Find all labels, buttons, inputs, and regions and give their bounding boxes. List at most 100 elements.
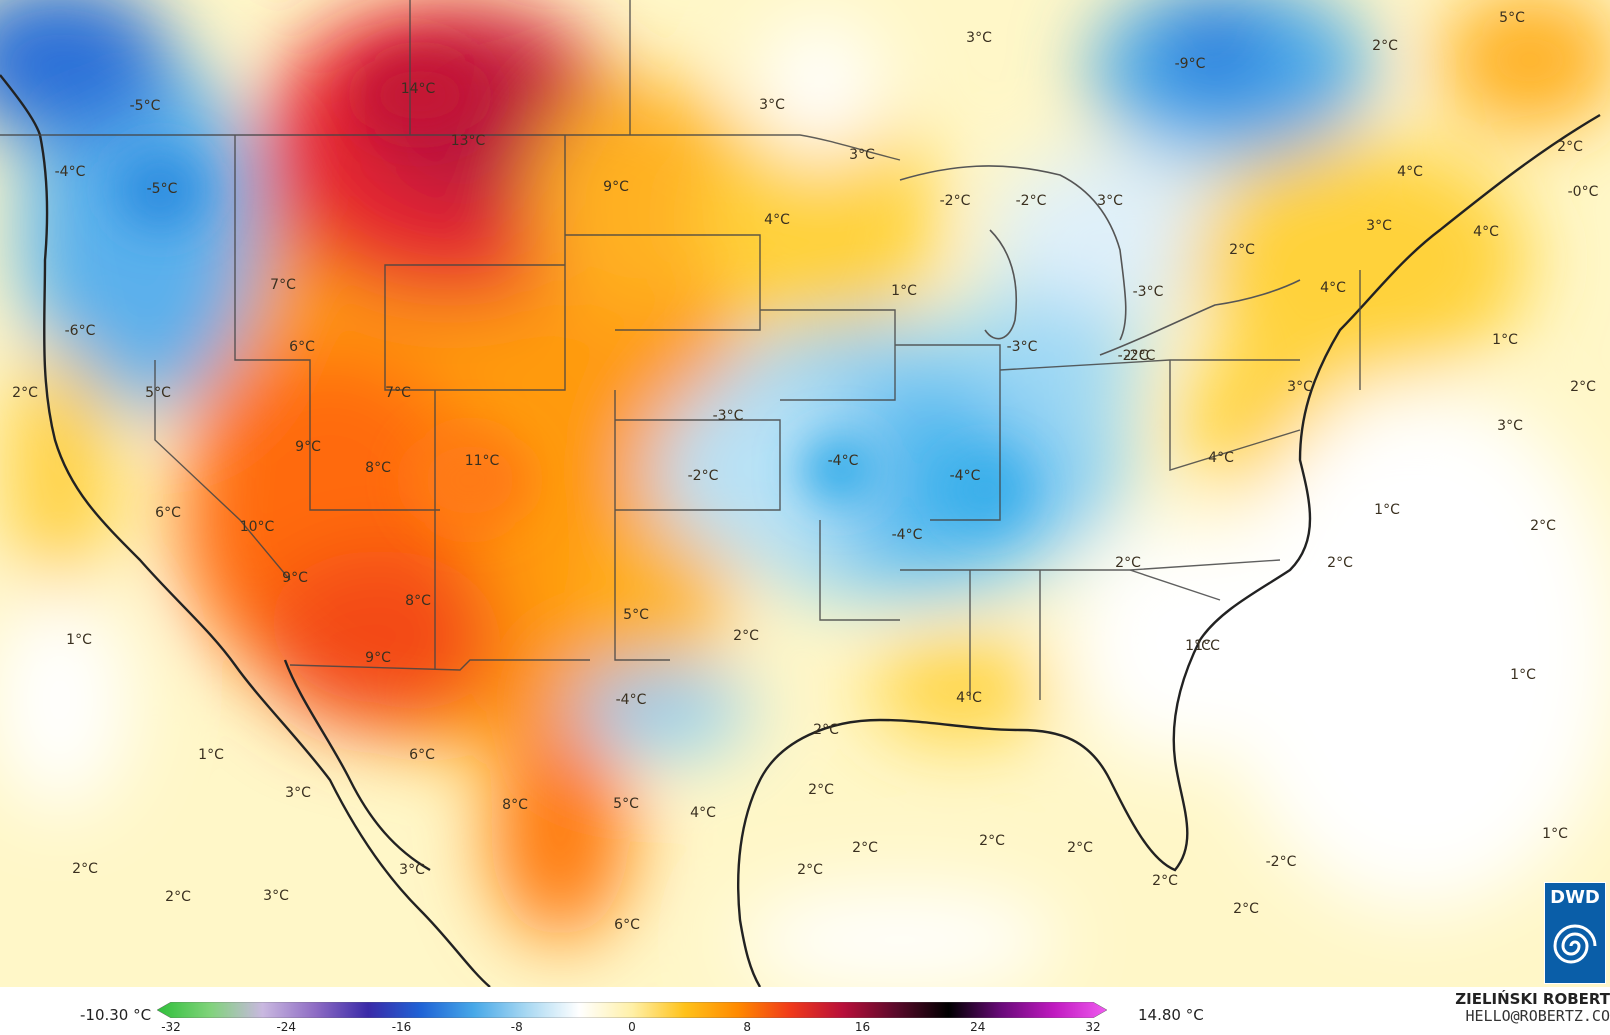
great-lakes <box>899 165 1301 356</box>
temperature-label: 2°C <box>1557 139 1583 155</box>
temperature-label: 1°C <box>1492 332 1518 348</box>
temperature-label: -3°C <box>1007 339 1038 355</box>
temperature-label: 2°C <box>12 385 38 401</box>
temperature-label: 3°C <box>966 30 992 46</box>
temperature-label: -3°C <box>1133 284 1164 300</box>
temperature-label: 8°C <box>365 460 391 476</box>
temperature-label: -6°C <box>65 323 96 339</box>
temperature-label: 2°C <box>1570 379 1596 395</box>
temperature-label: 2°C <box>1067 840 1093 856</box>
temperature-labels: 14°C 13°C 9°C 7°C 6°C 5°C -5°C -4°C -6°C 2°C -5°C 7… <box>12 10 1598 933</box>
temperature-label: 10°C <box>240 519 275 535</box>
temperature-label: 4°C <box>764 212 790 228</box>
scale-tick-label: -32 <box>161 1020 181 1034</box>
temperature-label: -0°C <box>1568 184 1599 200</box>
temperature-label: 3°C <box>399 862 425 878</box>
temperature-label: 3°C <box>1497 418 1523 434</box>
temperature-label: -9°C <box>1175 56 1206 72</box>
temperature-label: -4°C <box>892 527 923 543</box>
temperature-label: 1°C <box>198 747 224 763</box>
temperature-label: 4°C <box>1320 280 1346 296</box>
map-canvas: 14°C 13°C 9°C 7°C 6°C 5°C -5°C -4°C -6°C 2°C -5°C 7… <box>0 0 1610 987</box>
scale-max-label: 14.80 °C <box>1138 1006 1204 1024</box>
temperature-label: 2°C <box>979 833 1005 849</box>
temperature-label: -4°C <box>616 692 647 708</box>
temperature-label: -2°C <box>1118 348 1149 364</box>
temperature-label: -4°C <box>55 164 86 180</box>
temperature-label: -5°C <box>130 98 161 114</box>
temperature-label: -2°C <box>940 193 971 209</box>
temperature-label: 9°C <box>295 439 321 455</box>
temperature-label: 2°C <box>733 628 759 644</box>
scale-min-label: -10.30 °C <box>80 1006 152 1024</box>
temperature-label: 2°C <box>165 889 191 905</box>
temperature-label: -2°C <box>1016 193 1047 209</box>
temperature-label: 6°C <box>289 339 315 355</box>
scale-tick-label: 8 <box>743 1020 752 1034</box>
temperature-label: 5°C <box>623 607 649 623</box>
temperature-label: -3°C <box>713 408 744 424</box>
temperature-detail <box>115 55 1025 530</box>
temperature-label: 1°C <box>891 283 917 299</box>
temperature-label: 13°C <box>451 133 486 149</box>
temperature-label: 14°C <box>401 81 436 97</box>
temperature-label: 2°C <box>1530 518 1556 534</box>
temperature-label: 2°C <box>852 840 878 856</box>
temperature-label: 3°C <box>285 785 311 801</box>
temperature-label: 5°C <box>613 796 639 812</box>
temperature-label: 8°C <box>502 797 528 813</box>
temperature-label: 3°C <box>1366 218 1392 234</box>
temperature-label: 2°C <box>1115 555 1141 571</box>
coastlines <box>0 74 1601 987</box>
temperature-label: 5°C <box>1499 10 1525 26</box>
temperature-label: 9°C <box>603 179 629 195</box>
temperature-label: 6°C <box>409 747 435 763</box>
temperature-label: 3°C <box>1097 193 1123 209</box>
temperature-label: 8°C <box>405 593 431 609</box>
temperature-label: 2°C <box>813 722 839 738</box>
temperature-label: -4°C <box>950 468 981 484</box>
temperature-label: 2°C <box>1327 555 1353 571</box>
temperature-anomaly-map: 14°C 13°C 9°C 7°C 6°C 5°C -5°C -4°C -6°C 2°C -5°C 7… <box>0 0 1610 987</box>
scale-tick-label: 32 <box>1085 1020 1101 1034</box>
dwd-logo-text: DWD <box>1550 887 1600 908</box>
temperature-label: 4°C <box>1473 224 1499 240</box>
temperature-label: -2°C <box>1125 348 1156 364</box>
temperature-label: 9°C <box>365 650 391 666</box>
temperature-label: 2°C <box>1152 873 1178 889</box>
temperature-label: 2°C <box>72 861 98 877</box>
temperature-label: 1°C <box>1510 667 1536 683</box>
temperature-label: 7°C <box>270 277 296 293</box>
temperature-label: 2°C <box>1229 242 1255 258</box>
temperature-label: 1°C <box>66 632 92 648</box>
temperature-label: 6°C <box>614 917 640 933</box>
temperature-label: -5°C <box>147 181 178 197</box>
author-credit: ZIELIŃSKI ROBERT <box>1455 990 1610 1008</box>
temperature-label: 2°C <box>1233 901 1259 917</box>
scale-tick-label: -16 <box>391 1020 412 1034</box>
temperature-label: 11°C <box>465 453 500 469</box>
temperature-label: 4°C <box>956 690 982 706</box>
temperature-label: 2°C <box>797 862 823 878</box>
temperature-label: 3°C <box>759 97 785 113</box>
color-scale-gradient <box>157 1002 1107 1018</box>
temperature-label: 1°C <box>1185 638 1211 654</box>
temperature-label: -2°C <box>688 468 719 484</box>
temperature-label: -2°C <box>1266 854 1297 870</box>
temperature-label: 6°C <box>155 505 181 521</box>
scale-tick-label: 0 <box>628 1020 636 1034</box>
temperature-label: 9°C <box>282 570 308 586</box>
temperature-label: 7°C <box>385 385 411 401</box>
temperature-label: 3°C <box>1287 379 1313 395</box>
scale-tick-label: 16 <box>854 1020 871 1034</box>
temperature-label: 1°C <box>1374 502 1400 518</box>
author-email: HELLO@ROBERTZ.CO <box>1465 1007 1610 1025</box>
temperature-label: -4°C <box>828 453 859 469</box>
state-borders <box>0 0 1361 700</box>
temperature-label: 1°C <box>1542 826 1568 842</box>
temperature-label: 4°C <box>1397 164 1423 180</box>
temperature-label: 3°C <box>849 147 875 163</box>
temperature-label: 4°C <box>690 805 716 821</box>
scale-tick-label: -8 <box>510 1020 523 1034</box>
dwd-logo: DWD <box>1544 882 1606 984</box>
